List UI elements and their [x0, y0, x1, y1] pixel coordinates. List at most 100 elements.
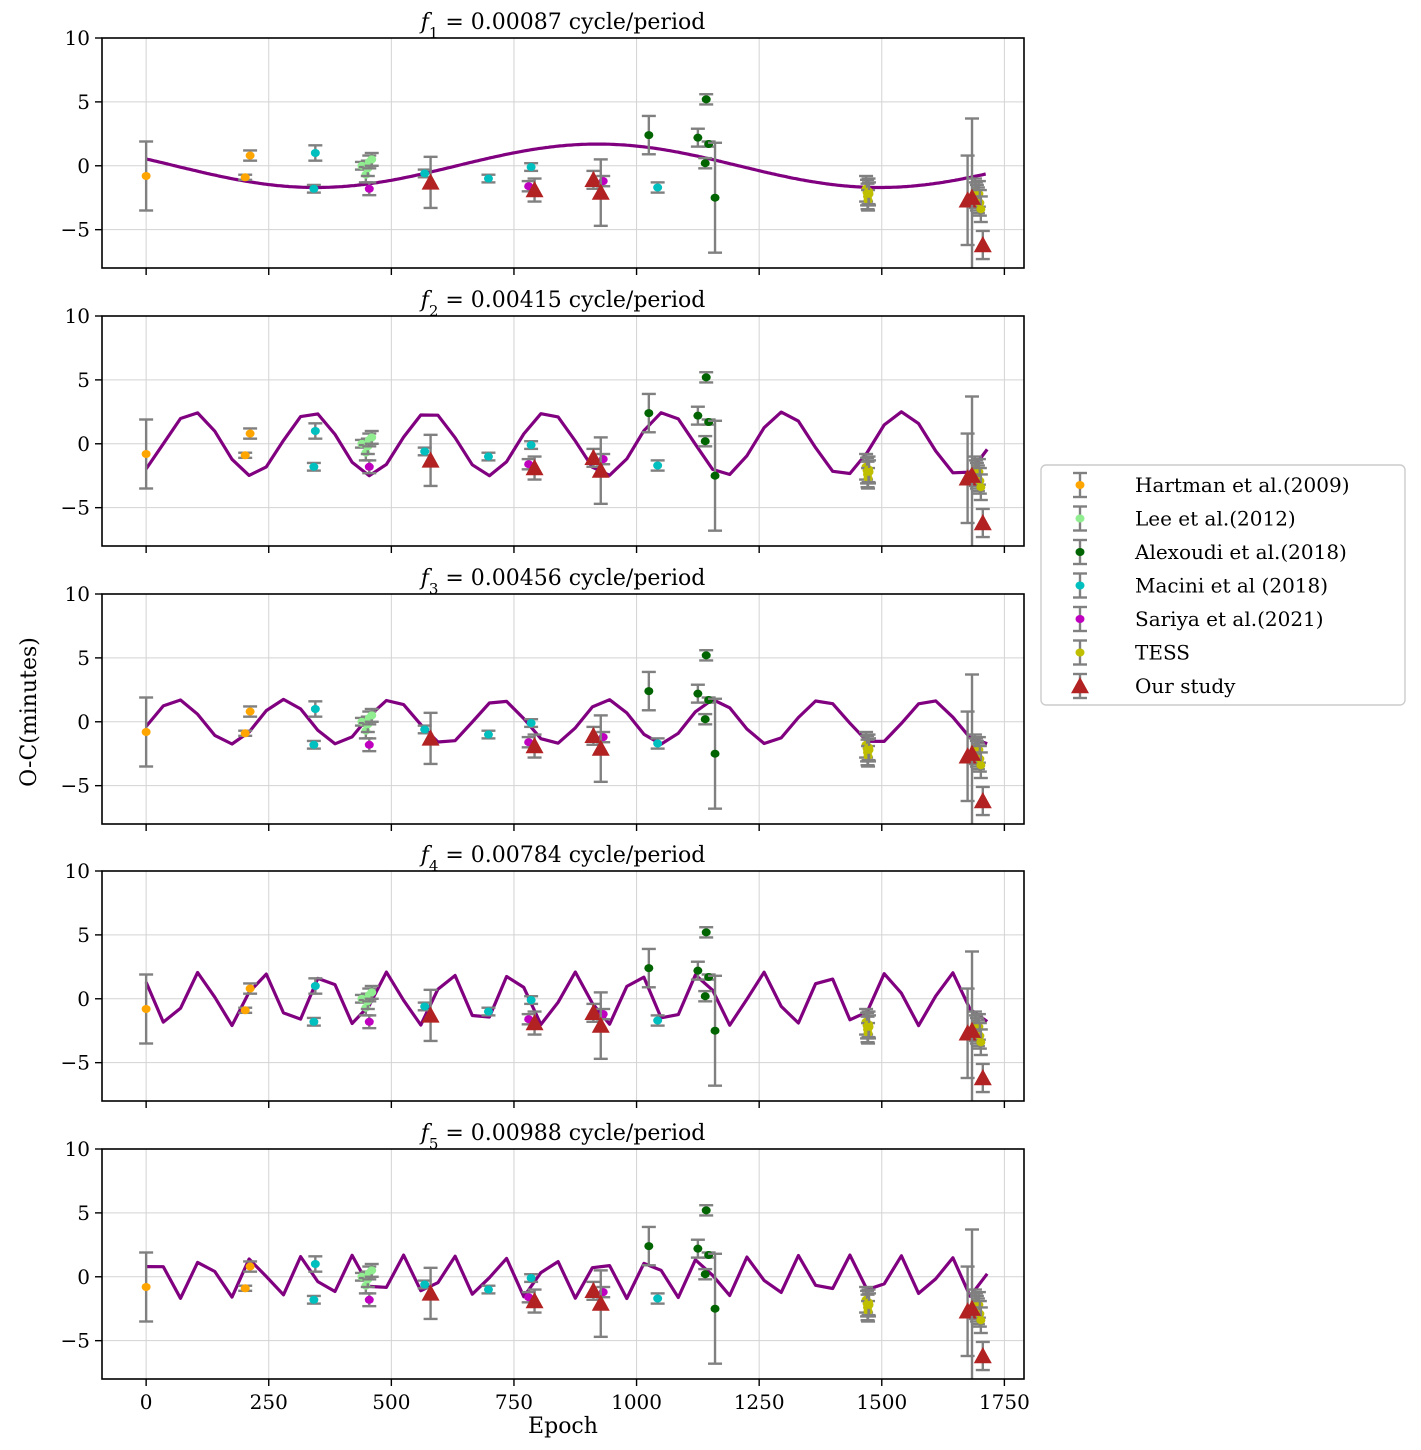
data-point [141, 450, 151, 458]
data-point [591, 1016, 610, 1033]
data-point [701, 928, 711, 937]
x-tick-label: 1750 [979, 1390, 1030, 1414]
panel-title-text: = 0.00988 cycle/period [438, 1121, 705, 1146]
data-point [584, 448, 603, 466]
data-point [644, 964, 654, 973]
data-point [653, 183, 663, 192]
data-point [525, 459, 544, 476]
data-point [591, 1294, 610, 1311]
data-point [309, 184, 319, 193]
data-point [644, 131, 654, 140]
data-point [245, 1262, 255, 1271]
data-point [421, 1006, 440, 1023]
data-point [973, 514, 992, 531]
panel-1: −5 0 5 10 f1 = 0.00087 cycle/period [61, 10, 1025, 275]
legend-entry: Hartman et al.(2009) [1073, 471, 1350, 499]
series-alexoudi-et-al-2018 [641, 649, 723, 810]
data-point [364, 462, 374, 471]
data-point [240, 1284, 250, 1293]
panel-title-text: = 0.00415 cycle/period [438, 288, 705, 313]
data-point [367, 711, 377, 720]
data-point [141, 728, 151, 736]
data-point [710, 1304, 720, 1313]
data-point [653, 1294, 663, 1303]
legend-label: Hartman et al.(2009) [1135, 473, 1350, 497]
data-point [240, 729, 250, 738]
data-point [526, 1274, 536, 1283]
data-point [584, 1281, 603, 1299]
data-point [141, 1283, 151, 1291]
series-our-study [421, 950, 992, 1101]
legend: Hartman et al.(2009) Lee et al.(2012) Alex… [1040, 464, 1406, 706]
panel-plot-area [139, 371, 992, 546]
data-point [309, 1295, 319, 1304]
data-point [973, 236, 992, 253]
data-point [240, 1006, 250, 1015]
panel-title-subscript: 1 [429, 24, 439, 42]
y-tick-label: 5 [77, 646, 90, 670]
data-point [963, 1021, 982, 1038]
data-point [864, 1300, 874, 1309]
data-point [420, 725, 430, 734]
x-tick-label: 750 [495, 1390, 533, 1414]
data-point [525, 181, 544, 198]
data-point [421, 173, 440, 190]
data-point [483, 174, 493, 183]
data-point [310, 427, 320, 435]
model-curve [145, 142, 987, 190]
data-point [644, 409, 654, 418]
panel-title-subscript: 3 [429, 580, 439, 598]
legend-box [1040, 464, 1406, 706]
legend-label: Our study [1135, 674, 1236, 698]
data-point [700, 715, 710, 724]
x-tick-label: 1250 [734, 1390, 785, 1414]
data-point [591, 739, 610, 756]
series-hartman-et-al-2009 [139, 1251, 258, 1323]
data-point [704, 140, 714, 149]
y-tick-label: 0 [77, 1265, 90, 1289]
data-point [364, 1295, 374, 1304]
legend-entry: TESS [1073, 639, 1190, 666]
y-tick-label: −5 [61, 496, 90, 520]
data-point [704, 696, 714, 705]
panel-title-subscript: 5 [429, 1135, 439, 1153]
data-point [700, 992, 710, 1001]
panel-plot-area [139, 649, 992, 824]
x-tick-label: 250 [250, 1390, 288, 1414]
series-hartman-et-al-2009 [139, 696, 258, 768]
y-tick-label: 0 [77, 154, 90, 178]
x-tick-label: 1000 [611, 1390, 662, 1414]
y-tick-label: 0 [77, 710, 90, 734]
panel-plot-area [139, 1204, 992, 1379]
y-tick-label: 5 [77, 923, 90, 947]
data-point [584, 1003, 603, 1021]
model-curve [144, 970, 989, 1028]
data-point [591, 461, 610, 478]
data-point [245, 984, 255, 993]
data-point [367, 433, 377, 442]
data-point [420, 1280, 430, 1289]
data-point [693, 1244, 703, 1253]
data-point [526, 719, 536, 728]
y-tick-label: 10 [65, 859, 90, 883]
y-axis-label: O-C(minutes) [17, 637, 42, 787]
series-lee-et-al-2012 [354, 984, 379, 1017]
data-point [704, 418, 714, 427]
series-lee-et-al-2012 [354, 151, 379, 184]
y-tick-label: −5 [61, 1051, 90, 1075]
legend-marker [1075, 648, 1085, 657]
data-point [700, 159, 710, 168]
series-hartman-et-al-2009 [139, 140, 258, 212]
data-point [653, 739, 663, 748]
panel-title-text: = 0.00784 cycle/period [438, 843, 705, 868]
data-point [367, 1266, 377, 1275]
legend-label: Lee et al.(2012) [1135, 507, 1296, 531]
series-our-study [421, 117, 992, 268]
data-point [693, 133, 703, 142]
data-point [963, 744, 982, 761]
data-point [525, 737, 544, 754]
series-alexoudi-et-al-2018 [641, 371, 723, 532]
panel-title-subscript: 2 [429, 302, 439, 320]
data-point [240, 173, 250, 182]
